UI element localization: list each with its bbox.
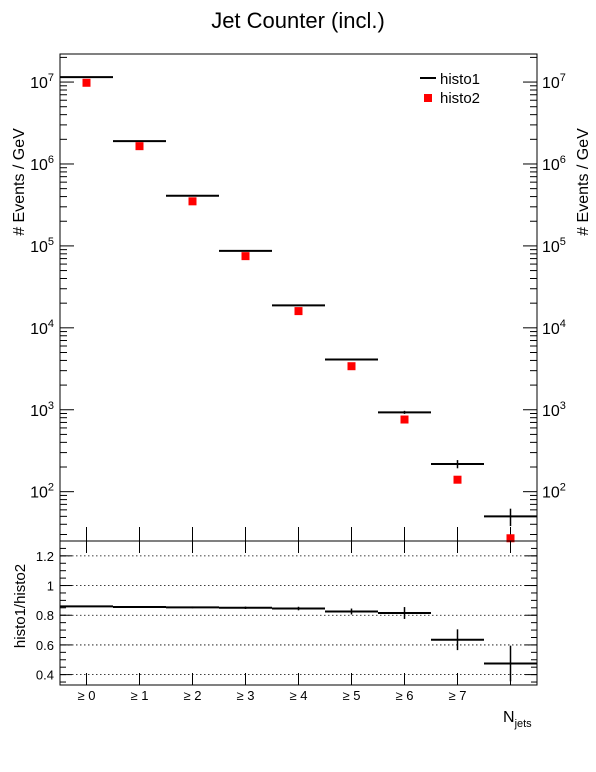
top-ytick-label-left: 102 [30,482,54,502]
legend-box [416,62,526,104]
top-ylabel-right: # Events / GeV [575,128,592,236]
tick-exponent: 2 [48,482,54,494]
xtick-label: ≥ 7 [449,688,467,703]
xtick-label: ≥ 3 [237,688,255,703]
histo2-point [506,534,515,543]
legend-histo2-label: histo2 [440,90,480,107]
bottom-ylabel: histo1/histo2 [12,564,29,648]
tick-exponent: 4 [560,318,566,330]
histo2-point [347,362,356,371]
tick-exponent: 4 [48,318,54,330]
tick-exponent: 7 [560,72,566,84]
histo2-point [241,252,250,261]
histo2-point [188,197,197,206]
tick-base: 10 [542,157,560,174]
xtick-label: ≥ 2 [184,688,202,703]
bottom-ytick-label: 0.6 [36,638,54,653]
histo2-point [82,78,91,87]
tick-base: 10 [542,403,560,420]
bottom-ytick-label: 0.4 [36,668,54,683]
xtick-label: ≥ 4 [290,688,308,703]
tick-base: 10 [30,75,48,92]
histo2-point [135,142,144,151]
x-axis: ≥ 0 ≥ 1 ≥ 2 ≥ 3 ≥ 4 ≥ 5 ≥ 6 ≥ 7 [78,688,467,703]
tick-base: 10 [542,485,560,502]
top-ylabel-left: # Events / GeV [11,128,28,236]
x-axis-label-sub: jets [514,718,533,730]
top-panel: histo1 histo2 # Events / GeV # Events / … [11,53,592,543]
tick-exponent: 3 [560,400,566,412]
xtick-label: ≥ 0 [78,688,96,703]
tick-base: 10 [542,75,560,92]
top-ytick-label-right: 103 [542,400,566,420]
tick-base: 10 [30,157,48,174]
tick-exponent: 3 [48,400,54,412]
top-ytick-label-right: 105 [542,236,566,256]
top-ytick-label-right: 107 [542,72,566,92]
tick-base: 10 [30,321,48,338]
bottom-ytick-label: 1.2 [36,549,54,564]
bottom-ytick-label: 1 [47,579,54,594]
top-ytick-label-right: 104 [542,318,566,338]
histo2-point [453,475,462,484]
x-axis-label-main: N [503,709,515,726]
legend-histo1-label: histo1 [440,71,480,88]
tick-exponent: 5 [48,236,54,248]
top-ytick-label-left: 106 [30,154,54,174]
bottom-ytick-label: 0.8 [36,608,54,623]
tick-exponent: 2 [560,482,566,494]
xtick-label: ≥ 5 [343,688,361,703]
histo2-point [294,307,303,316]
legend-histo2-marker [424,94,432,102]
top-ytick-label-left: 107 [30,72,54,92]
xtick-label: ≥ 1 [131,688,149,703]
top-ytick-label-right: 106 [542,154,566,174]
x-axis-label: Njets [503,709,532,730]
top-ytick-label-left: 103 [30,400,54,420]
tick-exponent: 5 [560,236,566,248]
chart-title: Jet Counter (incl.) [211,8,385,33]
tick-base: 10 [30,239,48,256]
tick-exponent: 6 [48,154,54,166]
top-ytick-label-right: 102 [542,482,566,502]
tick-exponent: 7 [48,72,54,84]
xtick-label: ≥ 6 [396,688,414,703]
tick-base: 10 [542,321,560,338]
histo2-point [400,415,409,424]
tick-base: 10 [30,403,48,420]
top-ytick-label-left: 105 [30,236,54,256]
tick-base: 10 [30,485,48,502]
top-ytick-label-left: 104 [30,318,54,338]
bottom-panel: histo1/histo2 0.4 0.6 0.8 1 1.2 [12,540,538,686]
tick-exponent: 6 [560,154,566,166]
tick-base: 10 [542,239,560,256]
